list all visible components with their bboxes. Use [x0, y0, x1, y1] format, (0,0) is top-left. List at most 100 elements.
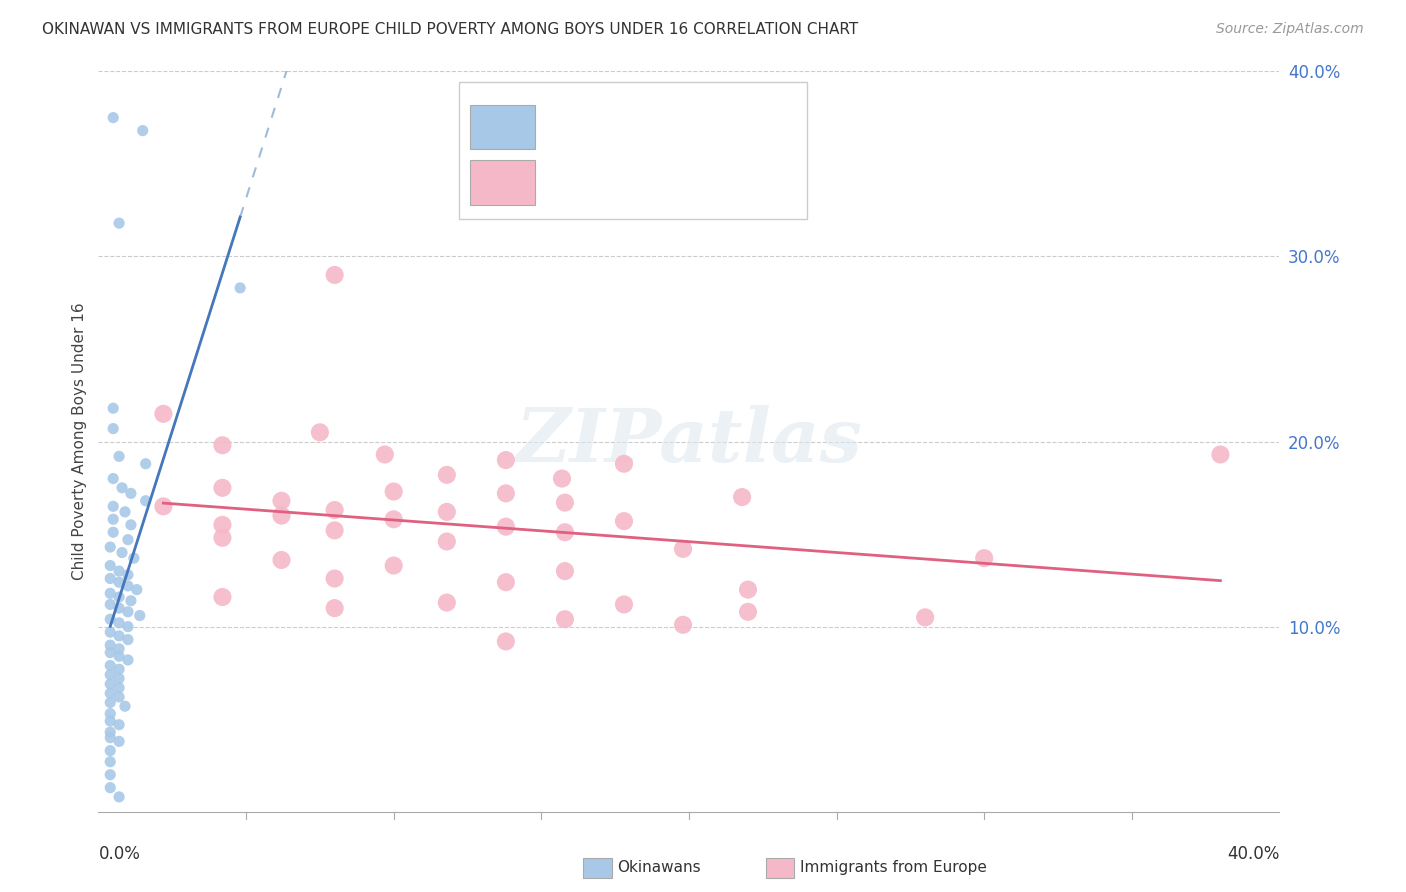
- Text: 40.0%: 40.0%: [1227, 845, 1279, 863]
- Point: [323, 601, 346, 615]
- Point: [98, 677, 121, 691]
- Point: [108, 615, 131, 630]
- Point: [117, 567, 139, 582]
- Text: R = -0.028: R = -0.028: [547, 109, 637, 127]
- Point: [613, 598, 636, 612]
- Point: [98, 572, 121, 586]
- Point: [98, 755, 121, 769]
- Point: [114, 699, 136, 714]
- Point: [98, 744, 121, 758]
- Point: [108, 681, 131, 695]
- FancyBboxPatch shape: [471, 161, 536, 204]
- Point: [554, 564, 576, 578]
- Point: [117, 619, 139, 633]
- Point: [211, 517, 233, 532]
- Point: [98, 625, 121, 640]
- Point: [98, 686, 121, 700]
- Point: [737, 605, 759, 619]
- Point: [374, 448, 396, 462]
- Point: [229, 281, 252, 295]
- Point: [98, 696, 121, 710]
- Point: [103, 500, 125, 514]
- Point: [108, 216, 131, 230]
- Point: [211, 531, 233, 545]
- Point: [135, 493, 157, 508]
- FancyBboxPatch shape: [471, 104, 536, 149]
- Point: [120, 593, 142, 607]
- Point: [108, 575, 131, 590]
- Text: Okinawans: Okinawans: [617, 860, 700, 874]
- Point: [551, 472, 574, 486]
- Point: [108, 662, 131, 676]
- Point: [613, 457, 636, 471]
- Point: [672, 617, 695, 632]
- Text: 0.0%: 0.0%: [98, 845, 141, 863]
- Point: [495, 575, 517, 590]
- Text: N = 45: N = 45: [683, 164, 741, 182]
- Point: [495, 519, 517, 533]
- Point: [103, 401, 125, 416]
- Point: [125, 582, 148, 597]
- Point: [382, 512, 405, 526]
- Point: [98, 658, 121, 673]
- Point: [323, 268, 346, 282]
- FancyBboxPatch shape: [458, 82, 807, 219]
- Point: [108, 717, 131, 731]
- Point: [98, 725, 121, 739]
- Point: [117, 579, 139, 593]
- Point: [103, 111, 125, 125]
- Point: [211, 481, 233, 495]
- Point: [211, 590, 233, 604]
- Point: [108, 641, 131, 656]
- Point: [914, 610, 936, 624]
- Point: [382, 558, 405, 573]
- Point: [122, 551, 145, 566]
- Point: [554, 612, 576, 626]
- Text: ZIPatlas: ZIPatlas: [516, 405, 862, 478]
- Point: [98, 612, 121, 626]
- Point: [973, 551, 995, 566]
- Point: [309, 425, 332, 440]
- Point: [98, 714, 121, 728]
- Point: [554, 525, 576, 540]
- Point: [103, 525, 125, 540]
- Point: [270, 493, 292, 508]
- Point: [114, 505, 136, 519]
- Point: [495, 486, 517, 500]
- Point: [672, 541, 695, 556]
- Point: [108, 649, 131, 664]
- Text: Immigrants from Europe: Immigrants from Europe: [800, 860, 987, 874]
- Point: [270, 553, 292, 567]
- Point: [323, 524, 346, 538]
- Point: [436, 596, 458, 610]
- Point: [152, 407, 174, 421]
- Point: [323, 503, 346, 517]
- Point: [98, 767, 121, 781]
- Point: [108, 564, 131, 578]
- Point: [111, 481, 134, 495]
- Text: N = 68: N = 68: [683, 109, 741, 127]
- Point: [98, 638, 121, 652]
- Y-axis label: Child Poverty Among Boys Under 16: Child Poverty Among Boys Under 16: [72, 302, 87, 581]
- Point: [117, 653, 139, 667]
- Point: [120, 517, 142, 532]
- Point: [152, 500, 174, 514]
- Point: [737, 582, 759, 597]
- Point: [98, 780, 121, 795]
- Point: [108, 672, 131, 686]
- Point: [120, 486, 142, 500]
- Point: [108, 789, 131, 804]
- Point: [436, 505, 458, 519]
- Text: OKINAWAN VS IMMIGRANTS FROM EUROPE CHILD POVERTY AMONG BOYS UNDER 16 CORRELATION: OKINAWAN VS IMMIGRANTS FROM EUROPE CHILD…: [42, 22, 859, 37]
- Point: [323, 572, 346, 586]
- Point: [98, 731, 121, 745]
- Point: [108, 629, 131, 643]
- Point: [108, 734, 131, 748]
- Point: [117, 605, 139, 619]
- Point: [495, 453, 517, 467]
- Point: [98, 586, 121, 600]
- Point: [108, 590, 131, 604]
- Text: R = -0.150: R = -0.150: [547, 164, 637, 182]
- Point: [132, 123, 155, 137]
- Point: [731, 490, 754, 504]
